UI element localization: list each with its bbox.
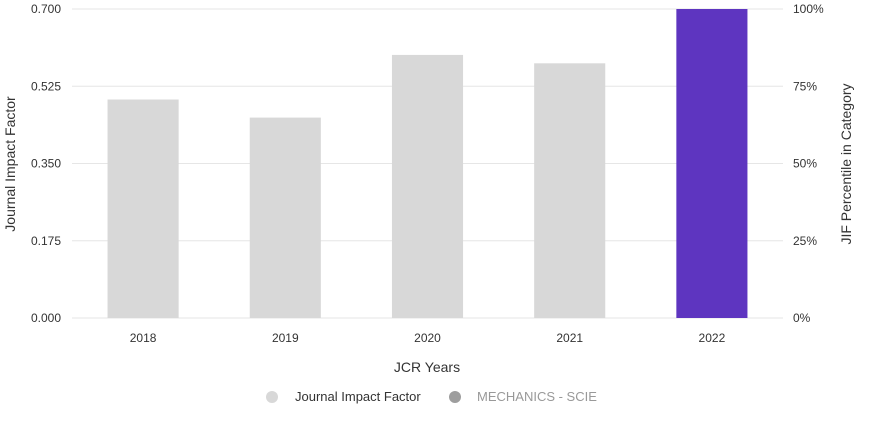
x-tick-label: 2022 bbox=[699, 331, 726, 345]
y2-tick-label: 0% bbox=[793, 311, 811, 325]
legend-label-category[interactable]: MECHANICS - SCIE bbox=[477, 389, 597, 404]
y-tick-label: 0.175 bbox=[31, 234, 61, 248]
y-axis-title: Journal Impact Factor bbox=[2, 96, 18, 232]
x-tick-label: 2018 bbox=[130, 331, 157, 345]
x-tick-label: 2019 bbox=[272, 331, 299, 345]
y2-axis-ticks: 0% 25% 50% 75% 100% bbox=[793, 2, 824, 325]
bar-2018[interactable] bbox=[107, 99, 179, 318]
legend-label-jif[interactable]: Journal Impact Factor bbox=[295, 389, 421, 404]
y2-tick-label: 75% bbox=[793, 79, 817, 93]
y-tick-label: 0.350 bbox=[31, 157, 61, 171]
y-tick-label: 0.525 bbox=[31, 79, 61, 93]
bar-2019[interactable] bbox=[249, 117, 321, 318]
y2-tick-label: 50% bbox=[793, 157, 817, 171]
x-axis-ticks: 2018 2019 2020 2021 2022 bbox=[130, 331, 726, 345]
legend: Journal Impact Factor MECHANICS - SCIE bbox=[266, 389, 597, 404]
y-tick-label: 0.700 bbox=[31, 2, 61, 16]
x-axis-title: JCR Years bbox=[394, 359, 460, 375]
x-tick-label: 2021 bbox=[556, 331, 583, 345]
y-axis-ticks: 0.000 0.175 0.350 0.525 0.700 bbox=[31, 2, 61, 325]
y2-tick-label: 25% bbox=[793, 234, 817, 248]
bar-2020[interactable] bbox=[391, 54, 464, 319]
x-tick-label: 2020 bbox=[414, 331, 441, 345]
legend-marker-category[interactable] bbox=[449, 391, 461, 403]
bar-2021[interactable] bbox=[534, 63, 606, 318]
bars bbox=[107, 9, 748, 319]
y2-axis-title: JIF Percentile in Category bbox=[838, 83, 854, 244]
y-tick-label: 0.000 bbox=[31, 311, 61, 325]
legend-marker-jif[interactable] bbox=[266, 391, 278, 403]
y2-tick-label: 100% bbox=[793, 2, 824, 16]
bar-2022[interactable] bbox=[676, 9, 748, 318]
